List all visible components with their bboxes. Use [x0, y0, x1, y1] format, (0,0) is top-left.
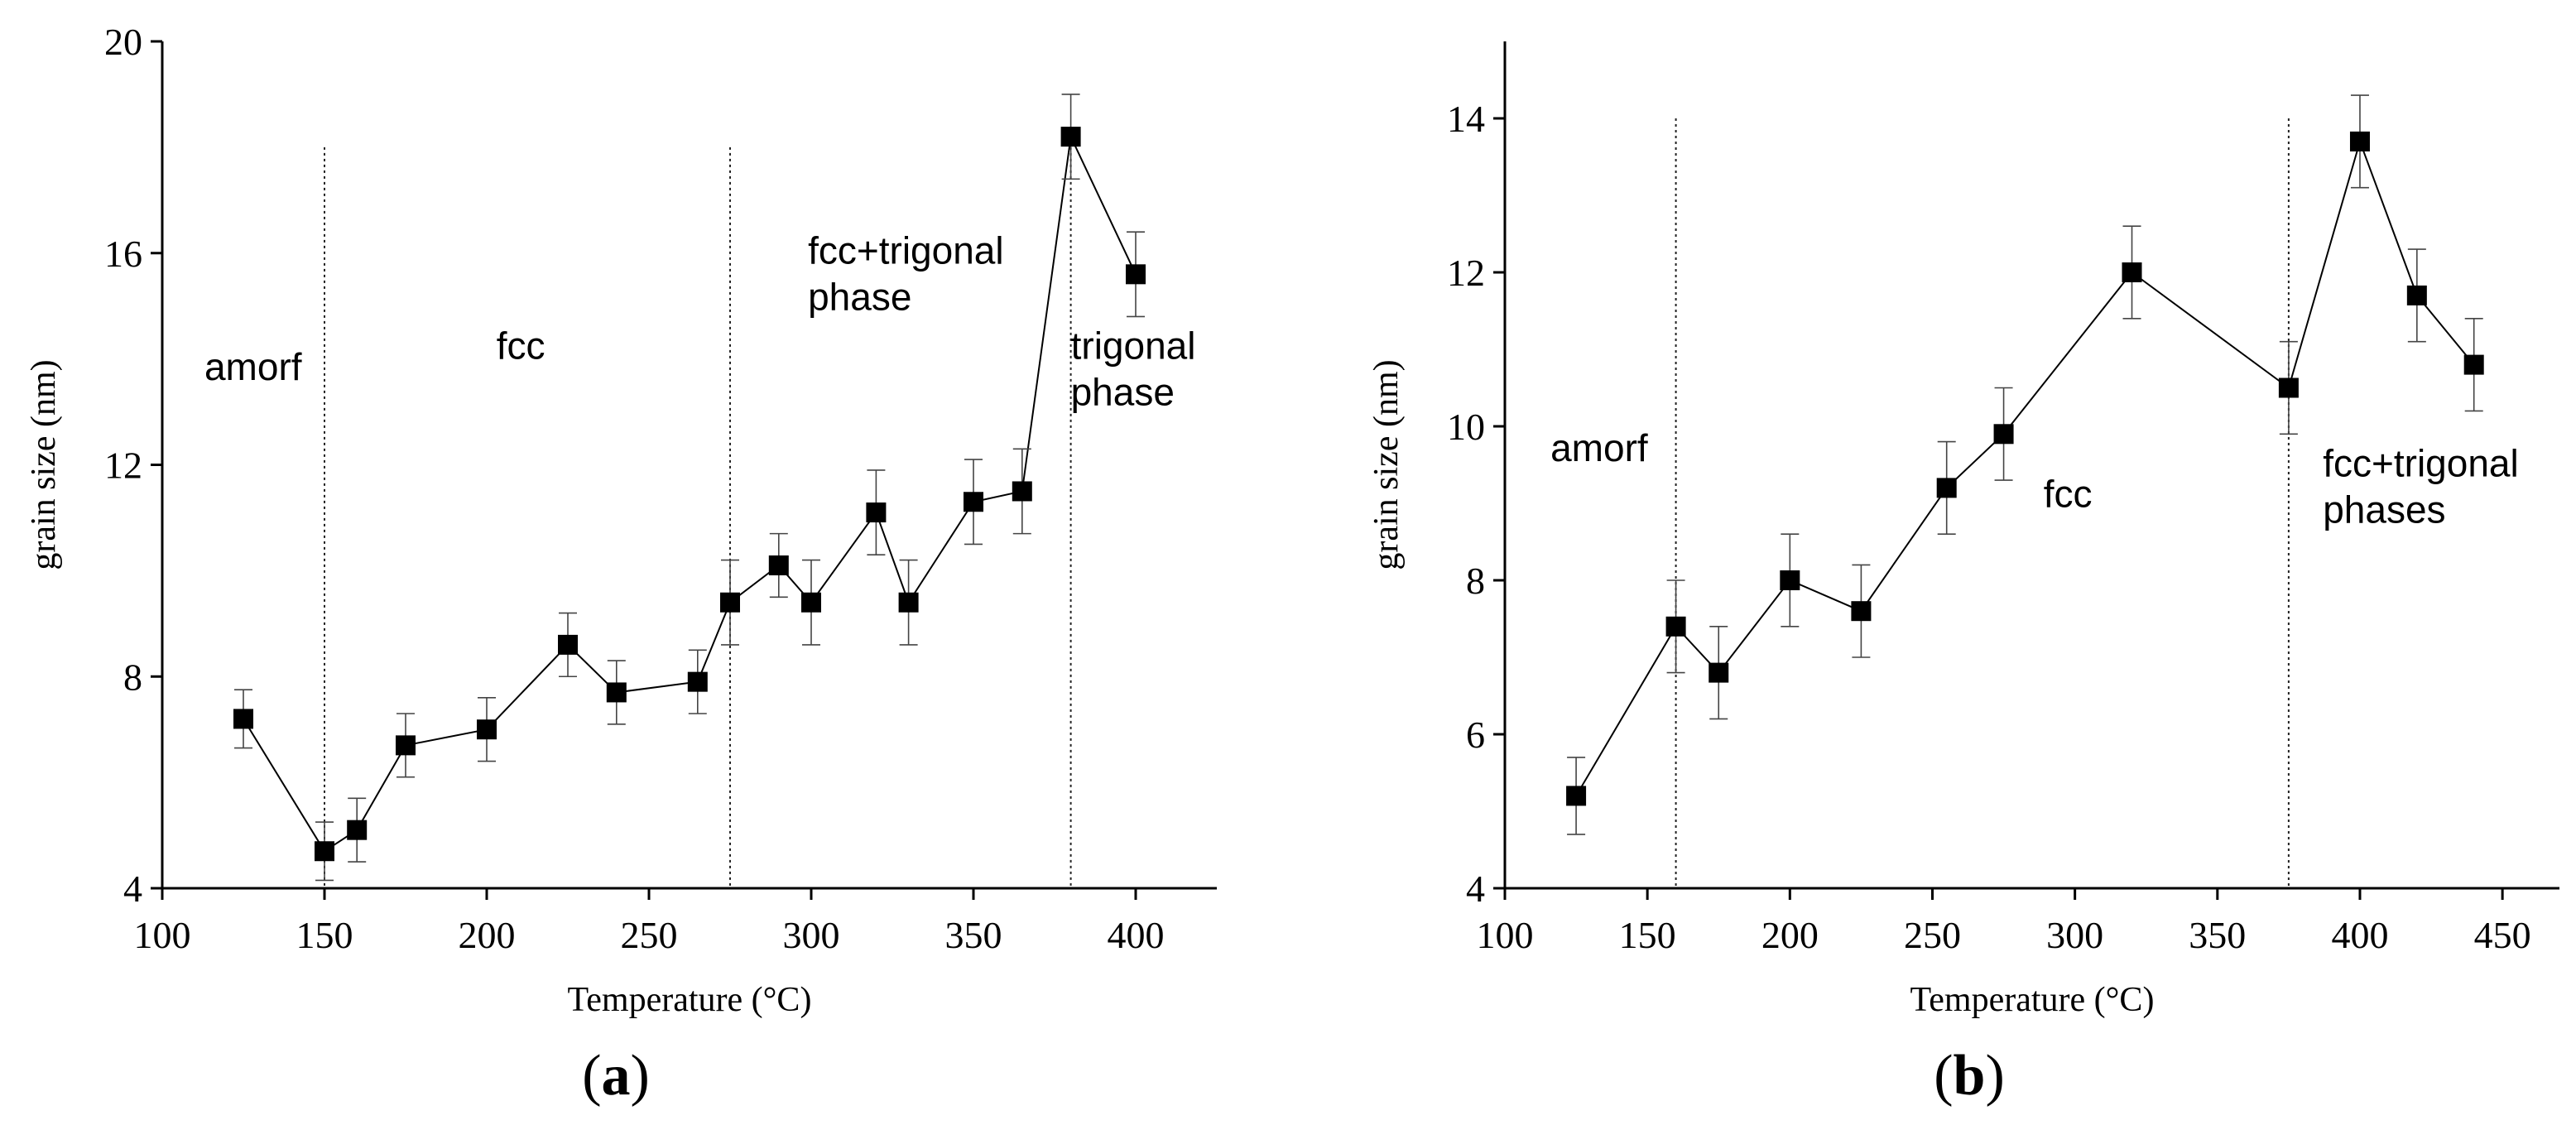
chart-b-x-tick-label: 150 [1619, 914, 1676, 956]
chart-a-data-point [347, 820, 368, 840]
chart-b-data-point [2122, 262, 2142, 282]
chart-b-data-point [1851, 601, 1872, 622]
chart-a-y-tick-label: 12 [104, 445, 142, 487]
chart-a-data-point [801, 592, 821, 613]
chart-a-data-point [768, 555, 789, 575]
chart-b-x-tick-label: 350 [2189, 914, 2246, 956]
chart-a-x-tick-label: 350 [945, 914, 1002, 956]
chart-b-panel-label-open: ( [1934, 1044, 1953, 1108]
chart-b-data-point [1780, 570, 1800, 590]
chart-a-x-axis-label: Temperature (°C) [568, 981, 812, 1019]
chart-b-data-point [1936, 478, 1957, 498]
chart-a-data-point [396, 735, 416, 756]
chart-a-annotation: fcc [497, 325, 545, 368]
chart-a-panel-label-open: ( [582, 1044, 601, 1108]
chart-b-data-point [1709, 662, 1729, 683]
chart-b-data-point [2463, 354, 2484, 375]
chart-a-data-point [964, 492, 983, 512]
chart-a-panel-label-close: ) [631, 1044, 650, 1108]
chart-a-y-axis-label: grain size (nm) [25, 359, 63, 570]
chart-b-annotation-line: fcc [2044, 473, 2093, 516]
chart-a-annotation-line: fcc+trigonal [808, 229, 1004, 272]
chart-a-data-point [315, 841, 334, 862]
chart-b-x-tick-label: 450 [2474, 914, 2531, 956]
chart-a-x-tick-label: 100 [134, 914, 191, 956]
chart-b-panel-label-letter: b [1954, 1044, 1986, 1108]
chart-a-data-point [687, 671, 708, 692]
chart-b-x-tick-label: 100 [1477, 914, 1534, 956]
chart-b-data-point [1665, 616, 1686, 637]
chart-b-data-point [1566, 786, 1587, 806]
chart-a-data-point [606, 682, 627, 703]
chart-a-annotation: trigonal phase [1071, 325, 1196, 414]
chart-b-data-point [2406, 285, 2427, 305]
chart-b-panel-label: (b) [1934, 1044, 2005, 1108]
chart-b-y-tick-label: 8 [1466, 560, 1485, 602]
chart-a-y-tick-label: 4 [123, 868, 142, 910]
chart-b-annotation: fcc [2044, 473, 2093, 516]
chart-a-data-point [866, 502, 887, 523]
chart-a-panel-label-letter: a [602, 1044, 631, 1108]
chart-a-annotation-line: phase [808, 276, 911, 319]
chart-b-y-tick-label: 12 [1447, 252, 1485, 294]
chart-a-annotation-line: phase [1071, 371, 1175, 414]
chart-a-x-tick-label: 400 [1108, 914, 1165, 956]
chart-b-data-point [2349, 131, 2370, 151]
chart-b-annotation-line: phases [2323, 488, 2445, 531]
chart-b-annotation: fcc+trigonal phases [2323, 441, 2519, 531]
chart-b-y-tick-label: 4 [1466, 868, 1485, 910]
chart-b-data-point [2278, 377, 2299, 398]
panel-b: 100 150 200 250 300 350 400 450 4 6 8 10 12 14 Tempera… [1367, 41, 2559, 1108]
chart-b-annotation-line: fcc+trigonal [2323, 441, 2519, 484]
chart-b-y-tick-label: 10 [1447, 406, 1485, 448]
chart-b-data-point [1993, 424, 2014, 445]
chart-a-annotation-line: amorf [204, 345, 302, 388]
chart-b-annotation-line: amorf [1550, 426, 1648, 469]
chart-a-y-tick-label: 8 [123, 656, 142, 698]
chart-b-x-tick-label: 400 [2331, 914, 2388, 956]
chart-a-data-point [898, 592, 919, 613]
chart-a-data-point [1126, 264, 1146, 285]
chart-b-annotation: amorf [1550, 426, 1648, 469]
chart-a-annotation-line: trigonal [1071, 325, 1196, 368]
chart-a-data-point [1060, 127, 1081, 147]
chart-b-y-axis-label: grain size (nm) [1367, 359, 1406, 570]
chart-a-data-point [233, 709, 253, 729]
chart-a-data-point [477, 719, 497, 740]
chart-a-x-tick-label: 300 [783, 914, 840, 956]
chart-a-annotation: fcc+trigonal phase [808, 229, 1004, 319]
chart-a-x-tick-label: 250 [621, 914, 678, 956]
chart-b-x-tick-label: 250 [1904, 914, 1961, 956]
chart-a-y-tick-label: 16 [104, 233, 142, 275]
chart-b-y-tick-label: 6 [1466, 714, 1485, 756]
chart-b-x-tick-label: 200 [1761, 914, 1819, 956]
chart-a-x-tick-label: 200 [459, 914, 516, 956]
chart-a-data-point [720, 592, 740, 613]
chart-a-y-tick-label: 20 [104, 21, 142, 63]
panel-a: 100 150 200 250 300 350 400 4 8 12 16 20 Temperature… [25, 21, 1217, 1108]
chart-a-x-tick-label: 150 [296, 914, 353, 956]
chart-a-annotation-line: fcc [497, 325, 545, 368]
chart-a-annotation: amorf [204, 345, 302, 388]
chart-b-x-axis-label: Temperature (°C) [1910, 981, 2155, 1019]
chart-b-x-tick-label: 300 [2046, 914, 2103, 956]
chart-a-panel-label: (a) [582, 1044, 650, 1108]
chart-b-panel-label-close: ) [1985, 1044, 2004, 1108]
chart-b-y-tick-label: 14 [1447, 98, 1485, 140]
chart-a-data-point [1012, 481, 1032, 502]
chart-a-data-point [558, 634, 578, 655]
